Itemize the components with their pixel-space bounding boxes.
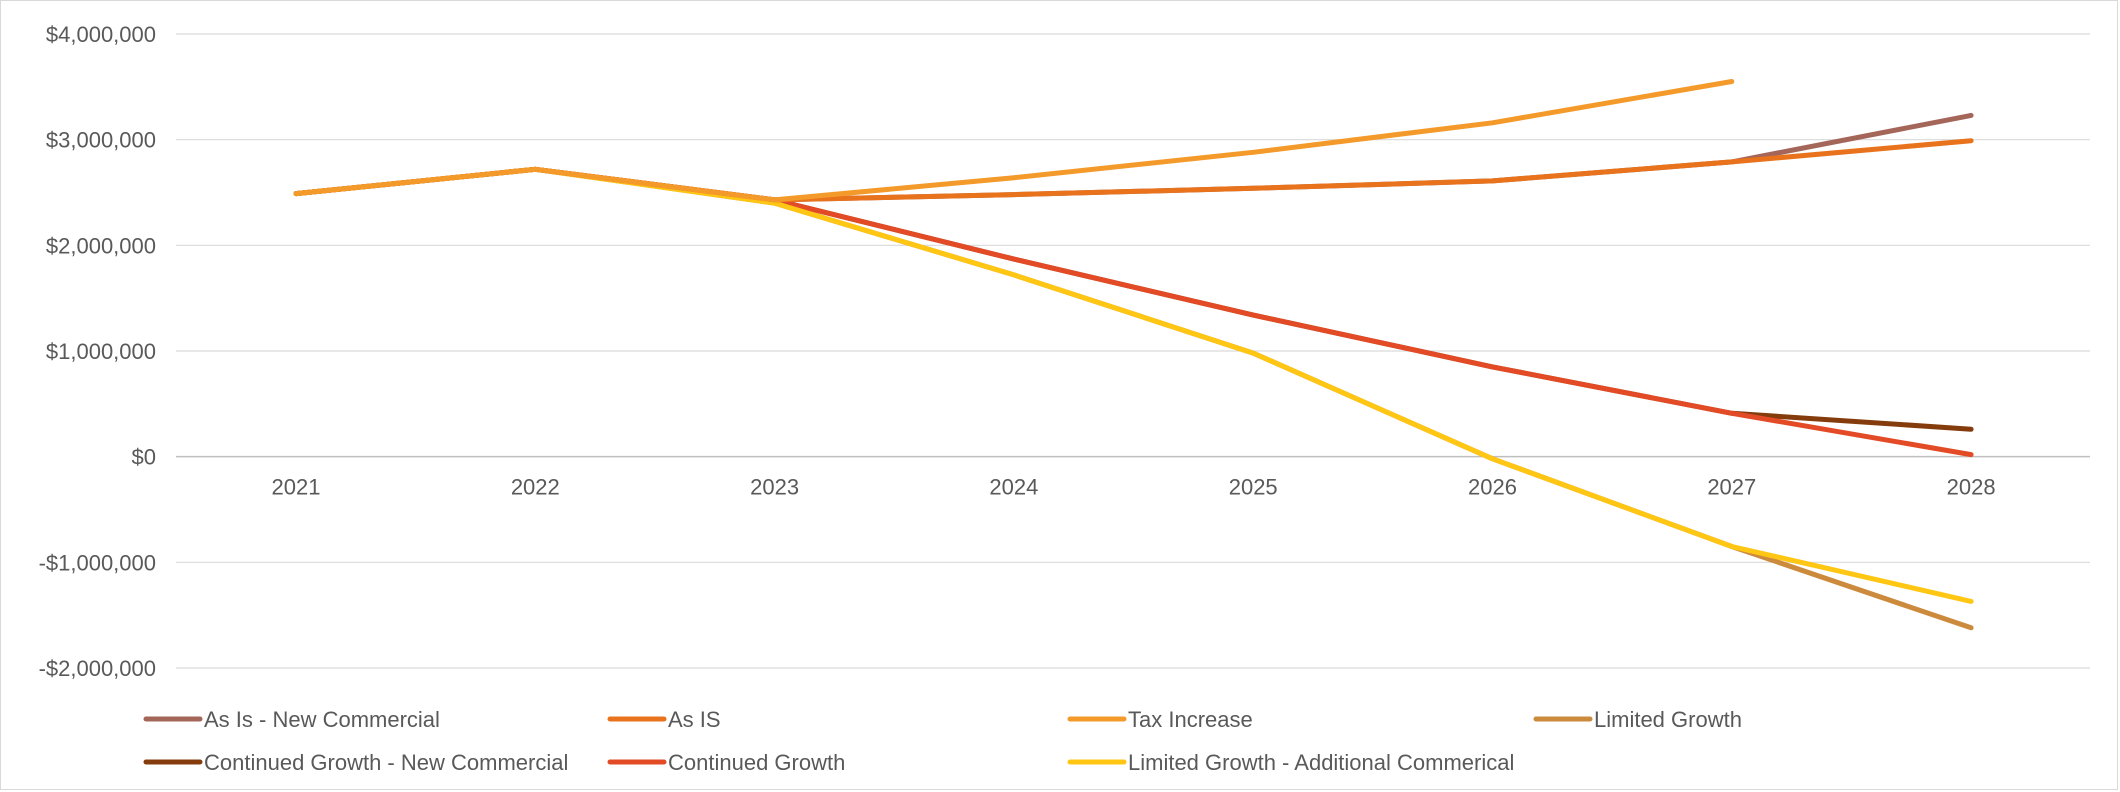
x-tick-label: 2022 (511, 475, 560, 500)
x-tick-label: 2026 (1468, 475, 1517, 500)
legend-item: Tax Increase (1067, 707, 1253, 732)
legend-label: Limited Growth - Additional Commerical (1128, 750, 1514, 775)
legend: As Is - New Commercial As IS Tax Increase L… (143, 707, 1742, 775)
series-line (293, 79, 1735, 203)
legend-label: Limited Growth (1594, 707, 1742, 732)
series-line (293, 166, 1974, 604)
legend-item: Continued Growth - New Commercial (143, 750, 568, 775)
legend-item: As IS (607, 707, 721, 732)
y-tick-label: -$2,000,000 (39, 656, 156, 681)
x-axis-tick-labels: 2021 2022 2023 2024 2025 2026 2027 2028 (272, 475, 1996, 500)
y-tick-label: $4,000,000 (46, 22, 156, 47)
y-tick-label: $3,000,000 (46, 128, 156, 153)
y-tick-label: -$1,000,000 (39, 550, 156, 575)
legend-item: Continued Growth (607, 750, 845, 775)
series-line (293, 112, 1974, 203)
x-tick-label: 2027 (1707, 475, 1756, 500)
x-tick-label: 2024 (989, 475, 1038, 500)
y-tick-label: $0 (132, 445, 156, 470)
series-line (293, 166, 1974, 631)
legend-label: As Is - New Commercial (204, 707, 440, 732)
legend-item: Limited Growth (1533, 707, 1742, 732)
y-tick-label: $1,000,000 (46, 339, 156, 364)
x-tick-label: 2021 (272, 475, 321, 500)
legend-label: As IS (668, 707, 721, 732)
legend-item: As Is - New Commercial (143, 707, 440, 732)
y-axis-tick-labels: $4,000,000 $3,000,000 $2,000,000 $1,000,000… (39, 22, 156, 681)
x-tick-label: 2028 (1947, 475, 1996, 500)
legend-label: Continued Growth (668, 750, 845, 775)
y-tick-label: $2,000,000 (46, 233, 156, 258)
series-lines (293, 79, 1974, 631)
legend-label: Tax Increase (1128, 707, 1253, 732)
x-tick-label: 2025 (1229, 475, 1278, 500)
legend-label: Continued Growth - New Commercial (204, 750, 568, 775)
legend-item: Limited Growth - Additional Commerical (1067, 750, 1514, 775)
series-line (293, 166, 1974, 432)
x-tick-label: 2023 (750, 475, 799, 500)
